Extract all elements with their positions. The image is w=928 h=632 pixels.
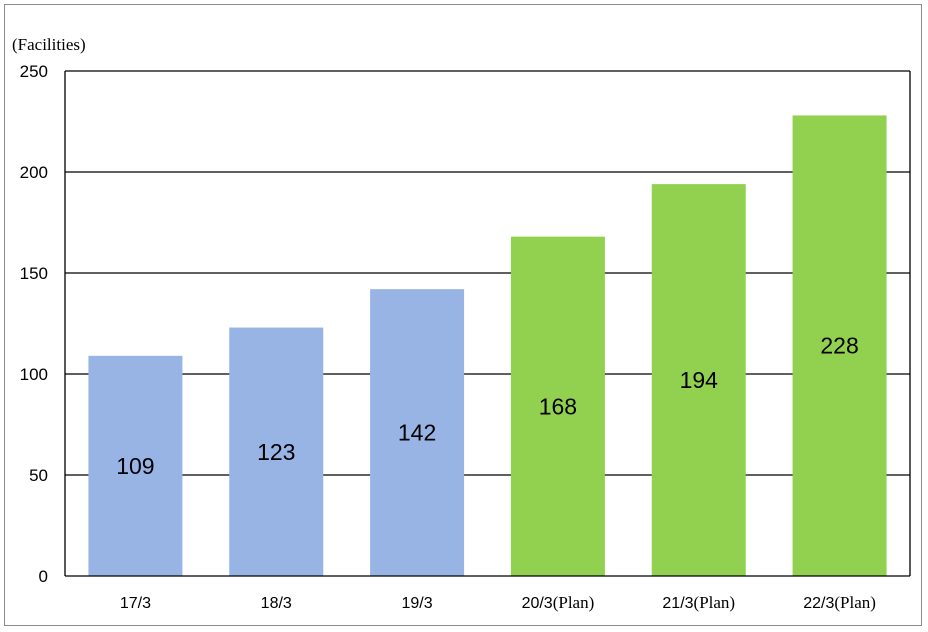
- bar: [229, 327, 324, 576]
- y-tick-label: 50: [29, 466, 48, 485]
- y-tick-label: 200: [20, 163, 48, 182]
- grid-lines: [65, 70, 911, 576]
- x-tick-suffix: (Plan): [553, 593, 595, 612]
- x-tick-suffix: (Plan): [834, 593, 876, 612]
- x-tick-category: 21/3: [662, 595, 693, 612]
- y-tick-label: 0: [39, 567, 48, 586]
- x-tick-category: 20/3: [522, 595, 553, 612]
- x-tick-category: 19/3: [402, 595, 433, 612]
- x-tick-category: 18/3: [261, 595, 292, 612]
- x-tick-category: 22/3: [803, 595, 834, 612]
- x-tick-label: 22/3(Plan): [803, 593, 876, 612]
- bar-value-label: 228: [820, 333, 858, 359]
- bar: [510, 236, 605, 576]
- x-tick-label: 18/3: [261, 595, 292, 612]
- y-tick-label: 250: [20, 62, 48, 81]
- bar-value-labels: 109 123 142 168 194 228: [116, 333, 859, 479]
- y-tick-label: 150: [20, 264, 48, 283]
- x-axis-ticks: 17/3 18/3 19/3 20/3(Plan) 21/3(Plan) 22/3(Pla…: [120, 593, 876, 612]
- bar-value-label: 194: [680, 367, 719, 393]
- bar-value-label: 168: [539, 393, 577, 419]
- bar: [88, 355, 183, 576]
- x-tick-label: 19/3: [402, 595, 433, 612]
- x-tick-category: 17/3: [120, 595, 151, 612]
- y-axis-unit-label: (Facilities): [12, 35, 86, 54]
- x-tick-suffix: (Plan): [694, 593, 736, 612]
- bar: [792, 115, 887, 576]
- x-tick-label: 17/3: [120, 595, 151, 612]
- bar-value-label: 123: [257, 439, 295, 465]
- bar: [370, 289, 465, 576]
- bar-value-label: 109: [116, 453, 154, 479]
- y-tick-label: 100: [20, 365, 48, 384]
- x-tick-label: 20/3(Plan): [522, 593, 595, 612]
- bars: [88, 115, 887, 576]
- bar-value-label: 142: [398, 420, 436, 446]
- bar: [651, 184, 746, 576]
- x-tick-label: 21/3(Plan): [662, 593, 735, 612]
- y-axis-ticks: 0 50 100 150 200 250: [20, 62, 48, 586]
